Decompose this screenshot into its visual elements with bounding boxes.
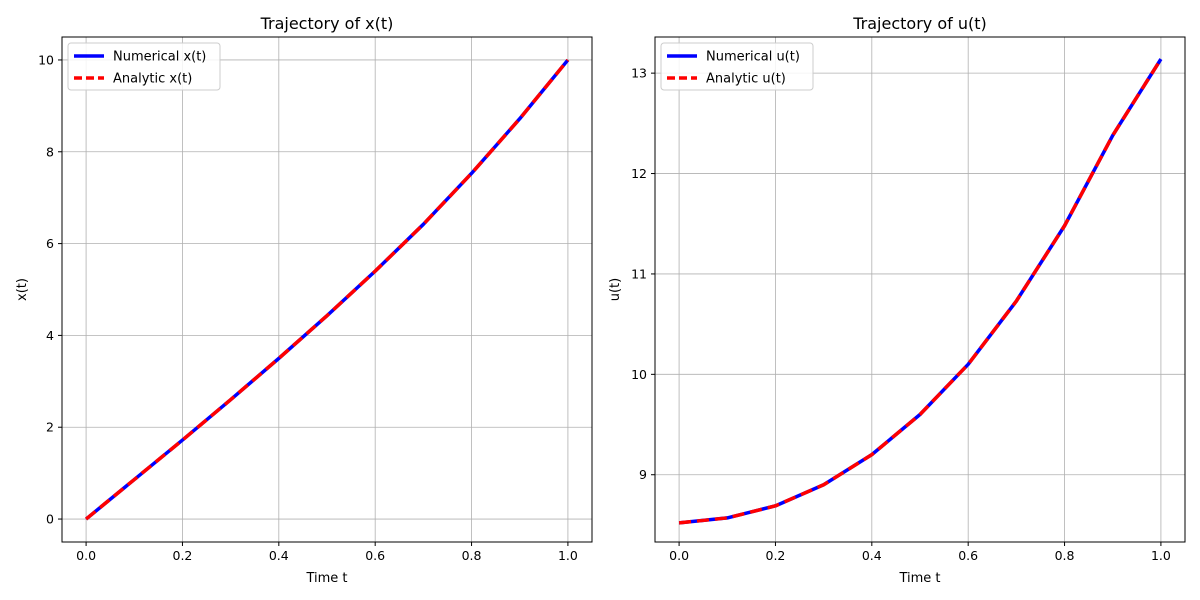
x-tick-label: 0.6 — [958, 548, 978, 563]
y-axis-label: x(t) — [15, 278, 30, 301]
chart-title: Trajectory of x(t) — [260, 14, 394, 33]
legend-label-numerical: Numerical u(t) — [706, 50, 800, 65]
y-tick-label: 9 — [639, 467, 647, 482]
y-tick-label: 0 — [46, 512, 54, 527]
chart-title: Trajectory of u(t) — [852, 14, 987, 33]
x-tick-label: 1.0 — [1151, 548, 1171, 563]
y-tick-label: 11 — [631, 266, 647, 281]
analytic-series-line — [678, 58, 1163, 525]
x-axis-label: Time t — [898, 571, 940, 586]
y-tick-label: 10 — [631, 367, 647, 382]
x-tick-label: 0.4 — [269, 548, 289, 563]
series-layer — [678, 58, 1163, 525]
legend-box — [67, 42, 221, 91]
chart-x-trajectory: Trajectory of x(t) 0.0 0.2 0.4 0.6 0.8 1.0 0 2 4… — [15, 14, 593, 586]
plot-frame — [654, 36, 1186, 543]
grid — [62, 37, 592, 542]
y-tick-label: 12 — [631, 166, 647, 181]
x-tick-label: 1.0 — [558, 548, 578, 563]
ticks: 0.0 0.2 0.4 0.6 0.8 1.0 9 10 11 12 13 — [631, 66, 1171, 563]
ticks: 0.0 0.2 0.4 0.6 0.8 1.0 0 2 4 6 8 10 — [38, 52, 578, 563]
legend: Numerical u(t) Analytic u(t) — [660, 42, 814, 91]
y-tick-label: 13 — [631, 66, 647, 81]
chart-u-trajectory: Trajectory of u(t) 0.0 0.2 0.4 0.6 0.8 1.0 9 10… — [608, 14, 1186, 586]
x-tick-label: 0.2 — [766, 548, 786, 563]
y-tick-label: 6 — [46, 236, 54, 251]
grid — [655, 37, 1185, 542]
legend-box — [660, 42, 814, 91]
analytic-series-line — [84, 58, 570, 521]
x-tick-label: 0.4 — [862, 548, 882, 563]
legend-label-numerical: Numerical x(t) — [113, 50, 206, 65]
x-tick-label: 0.0 — [669, 548, 689, 563]
y-tick-label: 10 — [38, 52, 54, 67]
legend: Numerical x(t) Analytic x(t) — [67, 42, 221, 91]
x-tick-label: 0.6 — [365, 548, 385, 563]
x-tick-label: 0.2 — [173, 548, 193, 563]
x-tick-label: 0.8 — [1055, 548, 1075, 563]
y-tick-label: 2 — [46, 420, 54, 435]
legend-label-analytic: Analytic x(t) — [113, 72, 192, 87]
y-tick-label: 8 — [46, 144, 54, 159]
x-tick-label: 0.0 — [76, 548, 96, 563]
series-layer — [84, 58, 570, 521]
y-axis-label: u(t) — [608, 278, 623, 301]
legend-label-analytic: Analytic u(t) — [706, 72, 786, 87]
x-axis-label: Time t — [305, 571, 347, 586]
x-tick-label: 0.8 — [462, 548, 482, 563]
plot-frame — [61, 36, 593, 543]
y-tick-label: 4 — [46, 328, 54, 343]
